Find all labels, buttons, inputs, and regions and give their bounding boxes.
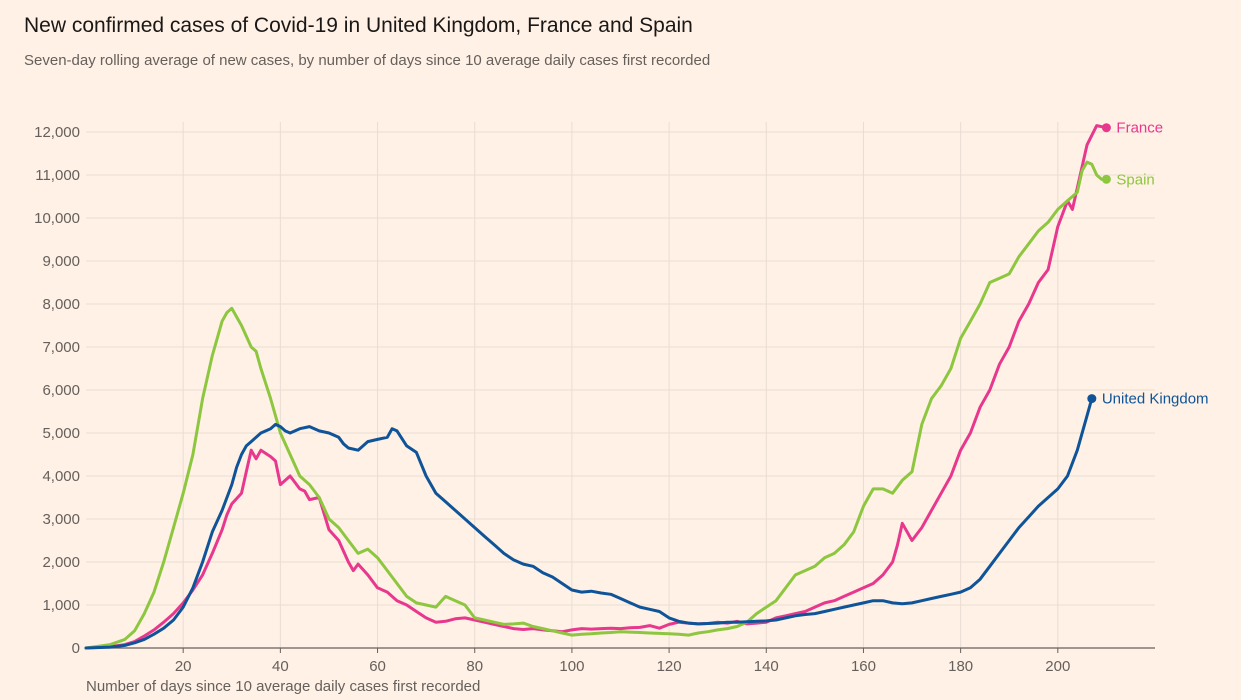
y-tick-label: 12,000 — [34, 124, 80, 141]
series-line-spain — [84, 160, 1108, 650]
y-axis: 0 1,000 2,000 3,000 4,000 5,000 6,000 7,000 8,00… — [34, 124, 80, 657]
chart-subtitle: Seven-day rolling average of new cases, … — [24, 52, 711, 69]
series-label-united-kingdom: United Kingdom — [1102, 391, 1209, 408]
series-end-dot-spain — [1101, 174, 1111, 184]
series-end-dot-france — [1101, 123, 1111, 133]
y-tick-label: 6,000 — [42, 382, 80, 399]
x-tick-label: 60 — [369, 658, 386, 675]
series-end-labels: France Spain United Kingdom — [1087, 120, 1209, 408]
y-tick-label: 2,000 — [42, 554, 80, 571]
x-tick-label: 180 — [948, 658, 973, 675]
gridlines — [86, 122, 1155, 648]
y-tick-label: 0 — [72, 640, 80, 657]
series-label-spain: Spain — [1116, 171, 1154, 188]
x-tick-label: 160 — [851, 658, 876, 675]
series-lines — [84, 124, 1108, 650]
x-tick-label: 40 — [272, 658, 289, 675]
y-tick-label: 8,000 — [42, 296, 80, 313]
chart-title: New confirmed cases of Covid-19 in Unite… — [24, 14, 693, 37]
y-tick-label: 11,000 — [35, 167, 80, 184]
y-tick-label: 4,000 — [42, 468, 80, 485]
series-line-united-kingdom — [84, 397, 1094, 650]
x-tick-label: 200 — [1045, 658, 1070, 675]
x-axis: 20 40 60 80 100 120 140 160 180 200 — [86, 647, 1155, 675]
x-axis-label: Number of days since 10 average daily ca… — [86, 678, 480, 695]
series-line-france — [84, 124, 1108, 650]
y-tick-label: 10,000 — [34, 210, 80, 227]
y-tick-label: 7,000 — [42, 339, 80, 356]
series-end-dot-united-kingdom — [1087, 394, 1097, 404]
x-tick-label: 100 — [559, 658, 584, 675]
y-tick-label: 9,000 — [42, 253, 80, 270]
x-tick-label: 120 — [657, 658, 682, 675]
y-tick-label: 1,000 — [42, 597, 80, 614]
x-tick-label: 140 — [754, 658, 779, 675]
x-tick-label: 80 — [466, 658, 483, 675]
x-tick-label: 20 — [175, 658, 192, 675]
y-tick-label: 3,000 — [42, 511, 80, 528]
series-label-france: France — [1116, 120, 1163, 137]
y-tick-label: 5,000 — [42, 425, 80, 442]
